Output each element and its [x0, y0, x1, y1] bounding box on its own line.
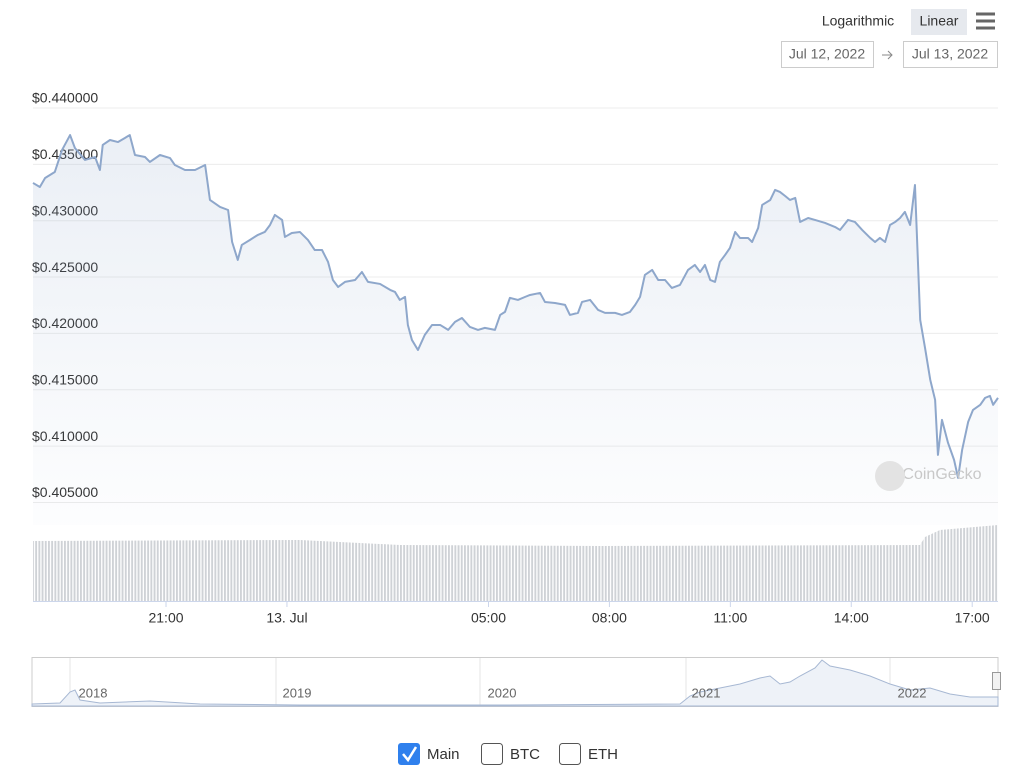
- checkbox-btc[interactable]: [481, 743, 503, 765]
- legend-eth[interactable]: ETH: [588, 746, 618, 763]
- x-tick-label: 21:00: [148, 610, 183, 626]
- x-tick-label: 08:00: [592, 610, 627, 626]
- range-arrow: [882, 50, 893, 60]
- navigator-label: 2019: [283, 685, 312, 700]
- price-area: [33, 135, 998, 526]
- navigator-handle[interactable]: [992, 672, 1001, 690]
- navigator-line: [31, 659, 999, 707]
- navigator-label: 2020: [488, 685, 517, 700]
- linear-button-bg[interactable]: [911, 9, 967, 35]
- range-from-box[interactable]: [781, 41, 874, 68]
- checkmark: [402, 746, 418, 763]
- legend: Main BTC ETH: [398, 743, 618, 765]
- range-from[interactable]: Jul 12, 2022: [789, 46, 865, 62]
- legend-btc[interactable]: BTC: [510, 746, 540, 763]
- log-button[interactable]: Logarithmic: [822, 13, 894, 29]
- x-tick-label: 14:00: [834, 610, 869, 626]
- navigator-label: 2022: [898, 685, 927, 700]
- volume-bars: [33, 525, 998, 601]
- price-line: [32, 134, 999, 479]
- y-tick-label: $0.440000: [32, 90, 98, 106]
- navigator-label: 2021: [692, 685, 721, 700]
- x-tick-label: 17:00: [955, 610, 990, 626]
- checkbox-main[interactable]: [398, 743, 420, 765]
- menu-button[interactable]: [976, 12, 995, 30]
- checkbox-eth[interactable]: [559, 743, 581, 765]
- plot-area: $0.440000$0.435000$0.430000$0.425000$0.4…: [32, 90, 999, 526]
- linear-button[interactable]: Linear: [920, 13, 959, 29]
- x-tick-label: 13. Jul: [266, 610, 307, 626]
- watermark: CoinGecko: [902, 466, 981, 483]
- range-to-box[interactable]: [903, 41, 998, 68]
- navigator-label: 2018: [79, 685, 108, 700]
- x-tick-label: 11:00: [713, 610, 747, 626]
- legend-main[interactable]: Main: [427, 746, 460, 763]
- watermark-logo: [875, 461, 905, 491]
- range-to[interactable]: Jul 13, 2022: [912, 46, 988, 62]
- navigator: 2018 2019 2020 2021 2022: [31, 657, 1001, 707]
- x-tick-label: 05:00: [471, 610, 506, 626]
